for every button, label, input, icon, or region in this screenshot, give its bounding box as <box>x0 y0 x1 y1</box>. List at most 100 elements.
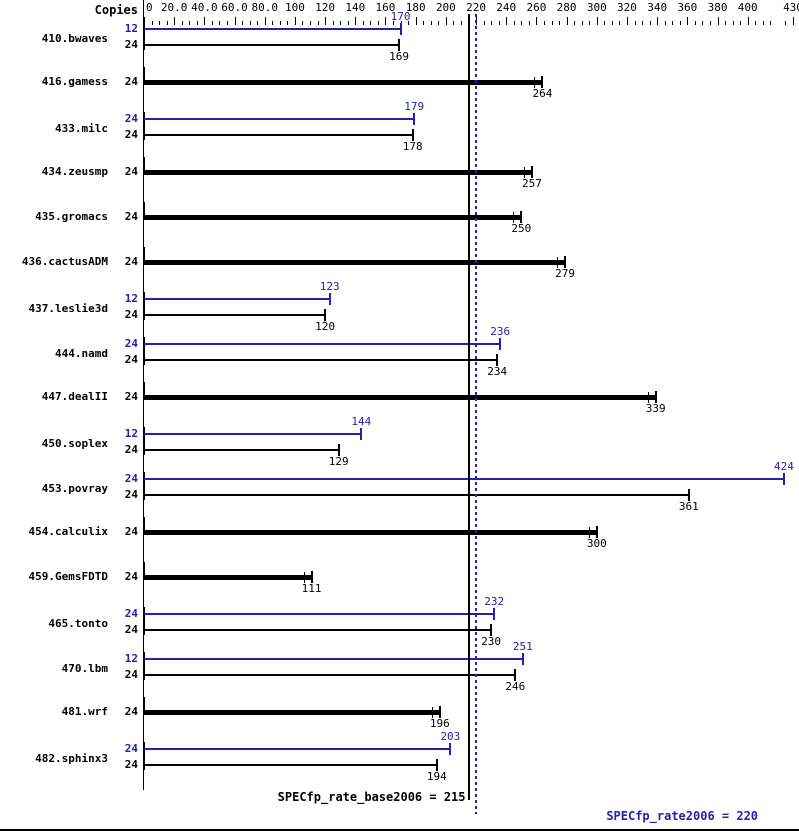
x-axis-tick-label: 60.0 <box>221 1 248 14</box>
x-axis-minor-tick <box>181 21 183 25</box>
x-axis-minor-tick <box>732 21 734 25</box>
x-axis-minor-tick <box>619 21 621 25</box>
x-axis-minor-tick <box>189 21 191 25</box>
copies-value: 24 <box>124 525 138 538</box>
bar-end-cap <box>687 489 690 501</box>
x-axis-minor-tick <box>581 21 583 25</box>
bar-secondary-cap <box>534 77 536 88</box>
bar-origin-tick <box>144 427 145 455</box>
base-bar <box>144 530 597 535</box>
x-axis-minor-tick <box>362 21 364 25</box>
x-axis-minor-tick <box>521 21 523 25</box>
bar-end-cap <box>595 526 598 538</box>
bar-end-cap <box>520 211 523 223</box>
bar-origin-tick <box>144 112 145 140</box>
x-axis-minor-tick <box>393 21 395 25</box>
bar-secondary-cap <box>523 167 525 178</box>
x-axis-minor-tick <box>498 21 500 25</box>
benchmark-name: 437.leslie3d <box>28 302 108 315</box>
copies-value: 24 <box>124 353 138 366</box>
x-axis-major-tick <box>415 17 417 25</box>
x-axis-minor-tick <box>151 21 153 25</box>
base-bar <box>144 134 413 136</box>
x-axis-minor-tick <box>257 21 259 25</box>
bar-end-cap <box>521 653 524 665</box>
base-bar <box>144 80 543 85</box>
x-axis-minor-tick <box>242 21 244 25</box>
x-axis-labels: 0 20.0 40.0 60.0 80.0 100 120 140 160 180 200 220 24… <box>0 0 799 16</box>
base-bar <box>144 314 326 316</box>
bar-value-label: 257 <box>521 177 542 190</box>
bar-value-label: 246 <box>505 680 526 693</box>
bar-origin-tick <box>144 697 145 713</box>
bar-value-label: 120 <box>315 320 336 333</box>
x-axis-major-tick <box>506 17 508 25</box>
bar-end-cap <box>398 39 401 51</box>
base-bar <box>144 395 656 400</box>
x-axis-tick-label: 300 <box>586 1 607 14</box>
bar-secondary-cap <box>557 257 559 268</box>
bar-value-label: 424 <box>774 460 794 473</box>
x-axis-minor-tick <box>332 21 334 25</box>
bar-value-label: 203 <box>440 730 461 743</box>
peak-bar <box>144 748 451 750</box>
x-axis-minor-tick <box>611 21 613 25</box>
x-axis-minor-tick <box>408 21 410 25</box>
base-bar <box>144 260 566 265</box>
base-bar <box>144 359 498 361</box>
base-bar <box>144 575 312 580</box>
x-axis-minor-tick <box>664 21 666 25</box>
bar-origin-tick <box>144 292 145 320</box>
bar-end-cap <box>413 113 416 125</box>
bar-secondary-cap <box>588 527 590 538</box>
x-axis-major-tick <box>793 17 794 25</box>
bar-secondary-cap <box>431 707 433 718</box>
bar-value-label: 194 <box>426 770 447 783</box>
x-axis-minor-tick <box>740 21 742 25</box>
bar-end-cap <box>496 354 499 366</box>
bar-end-cap <box>490 624 493 636</box>
reference-line-base <box>467 14 470 800</box>
benchmark-name: 433.milc <box>55 122 108 135</box>
copies-value: 24 <box>124 38 138 51</box>
x-axis-minor-tick <box>649 21 651 25</box>
benchmark-name: 436.cactusADM <box>21 255 108 268</box>
bar-end-cap <box>360 428 363 440</box>
bar-value-label: 264 <box>532 87 553 100</box>
copies-value: 24 <box>124 165 138 178</box>
base-bar <box>144 170 532 175</box>
x-axis-minor-tick <box>702 21 704 25</box>
x-axis-minor-tick <box>219 21 221 25</box>
x-axis-minor-tick <box>725 21 727 25</box>
bar-end-cap <box>310 571 313 583</box>
bar-value-label: 123 <box>319 280 340 293</box>
x-axis-tick-label: 260 <box>526 1 547 14</box>
copies-value: 12 <box>124 292 138 305</box>
x-axis-minor-tick <box>227 21 228 25</box>
x-axis-minor-tick <box>762 21 764 25</box>
x-axis-tick-label: 40.0 <box>191 1 218 14</box>
x-axis-major-tick <box>596 17 598 25</box>
bar-value-label: 250 <box>511 222 532 235</box>
base-bar <box>144 629 492 631</box>
x-axis-major-tick <box>657 17 659 25</box>
bar-value-label: 230 <box>481 635 502 648</box>
bar-secondary-cap <box>303 572 305 583</box>
x-axis-major-tick <box>264 17 266 25</box>
benchmark-name: 459.GemsFDTD <box>28 570 108 583</box>
bar-end-cap <box>499 338 502 350</box>
x-axis-tick-label: 220 <box>466 1 486 14</box>
x-axis-minor-tick <box>785 21 787 25</box>
bar-origin-tick <box>144 607 145 635</box>
x-axis-tick-label: 280 <box>556 1 577 14</box>
base-bar <box>144 449 339 451</box>
bar-end-cap <box>438 706 441 718</box>
bar-value-label: 129 <box>328 455 349 468</box>
base-bar <box>144 764 437 766</box>
copies-value: 24 <box>124 607 138 620</box>
bar-end-cap <box>514 669 517 681</box>
bar-origin-tick <box>144 472 145 500</box>
x-axis-major-tick <box>174 17 176 25</box>
peak-bar <box>144 613 495 615</box>
bar-value-label: 111 <box>301 582 322 595</box>
